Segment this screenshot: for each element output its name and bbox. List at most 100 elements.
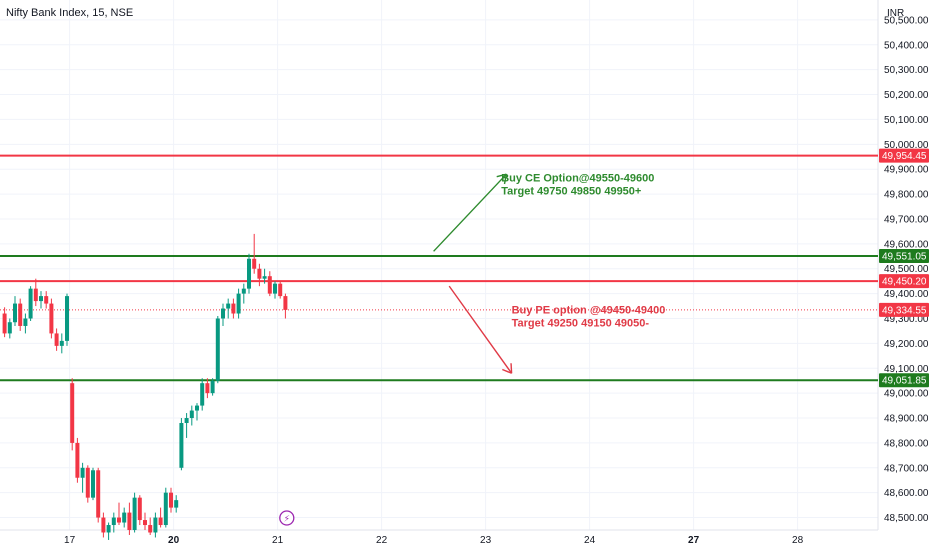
- candle-body[interactable]: [210, 380, 215, 394]
- price-level-label: 49,954.45: [882, 151, 927, 162]
- candle-body[interactable]: [122, 512, 127, 523]
- candle-body[interactable]: [158, 517, 163, 526]
- candle-body[interactable]: [262, 276, 267, 279]
- candle-body[interactable]: [54, 333, 59, 346]
- price-tick-label: 50,200.00: [884, 90, 929, 101]
- candle-body[interactable]: [195, 405, 199, 411]
- time-tick-label: 24: [584, 535, 596, 546]
- arrow-head: [510, 363, 513, 374]
- currency-label[interactable]: INR: [887, 8, 905, 19]
- candle-body[interactable]: [252, 258, 257, 269]
- price-tick-label: 49,400.00: [884, 289, 929, 300]
- price-tick-label: 49,100.00: [884, 364, 929, 375]
- candle-body[interactable]: [106, 525, 111, 533]
- candle-body[interactable]: [132, 497, 137, 530]
- candle-body[interactable]: [96, 470, 101, 518]
- price-tick-label: 50,500.00: [884, 15, 929, 26]
- candle-body[interactable]: [101, 517, 106, 533]
- candle-body[interactable]: [231, 303, 236, 314]
- candle-body[interactable]: [273, 283, 277, 294]
- candle-body[interactable]: [49, 303, 54, 334]
- arrow-head: [496, 173, 507, 178]
- price-tick-label: 49,500.00: [884, 264, 929, 275]
- candle-body[interactable]: [236, 293, 241, 314]
- price-tick-label: 48,800.00: [884, 438, 929, 449]
- trend-arrow[interactable]: [448, 285, 513, 374]
- candle-body[interactable]: [148, 525, 153, 533]
- candle-body[interactable]: [257, 268, 262, 279]
- price-tick-label: 49,900.00: [884, 165, 929, 176]
- candle-body[interactable]: [70, 383, 75, 443]
- price-tick-label: 49,300.00: [884, 314, 929, 325]
- price-tick-label: 48,500.00: [884, 513, 929, 524]
- price-level-tag: [879, 302, 929, 317]
- candle-body[interactable]: [267, 276, 272, 294]
- price-tick-label: 49,600.00: [884, 239, 929, 250]
- candle-body[interactable]: [59, 340, 64, 346]
- candle-body[interactable]: [221, 308, 225, 319]
- time-tick-label: 27: [688, 535, 700, 546]
- candle-body[interactable]: [143, 520, 147, 526]
- symbol-title[interactable]: Nifty Bank Index, 15, NSE: [6, 7, 134, 19]
- candle-body[interactable]: [179, 423, 184, 468]
- trend-arrow[interactable]: [433, 173, 507, 252]
- price-level-tag: [879, 148, 929, 163]
- candle-body[interactable]: [127, 512, 132, 530]
- price-tick-label: 49,000.00: [884, 389, 929, 400]
- candle-body[interactable]: [117, 517, 121, 523]
- time-tick-label: 23: [480, 535, 492, 546]
- candle-body[interactable]: [28, 288, 33, 319]
- candle-body[interactable]: [2, 313, 7, 334]
- candle-body[interactable]: [205, 383, 210, 394]
- candle-body[interactable]: [226, 303, 231, 309]
- candle-body[interactable]: [44, 296, 49, 304]
- price-tick-label: 48,700.00: [884, 463, 929, 474]
- candle-body[interactable]: [80, 467, 85, 478]
- price-tick-label: 49,800.00: [884, 190, 929, 201]
- candle-body[interactable]: [65, 296, 69, 341]
- arrow-head: [502, 368, 512, 374]
- candle-body[interactable]: [13, 303, 17, 323]
- candle-body[interactable]: [7, 322, 12, 334]
- candle-body[interactable]: [174, 500, 179, 508]
- time-tick-label: 22: [376, 535, 388, 546]
- candle-body[interactable]: [215, 318, 220, 381]
- time-tick-label: 21: [272, 535, 284, 546]
- time-tick-label: 28: [792, 535, 804, 546]
- candle-body[interactable]: [169, 492, 173, 508]
- candle-body[interactable]: [247, 258, 251, 289]
- price-level-tag: [879, 373, 929, 388]
- candle-body[interactable]: [283, 296, 288, 310]
- arrow-head: [503, 174, 508, 185]
- candle-body[interactable]: [137, 497, 142, 521]
- price-tick-label: 48,900.00: [884, 414, 929, 425]
- candle-body[interactable]: [278, 283, 283, 297]
- candle-body[interactable]: [111, 517, 116, 526]
- candle-body[interactable]: [153, 517, 158, 533]
- price-tick-label: 49,700.00: [884, 214, 929, 225]
- candle-body[interactable]: [241, 288, 246, 294]
- annotation-text[interactable]: Target 49750 49850 49950+: [501, 186, 641, 198]
- annotation-text[interactable]: Buy PE option @49450-49400: [512, 305, 666, 317]
- candle-body[interactable]: [200, 383, 205, 406]
- event-marker-icon[interactable]: [279, 510, 295, 526]
- price-level-label: 49,450.20: [882, 277, 927, 288]
- candle-body[interactable]: [163, 492, 168, 526]
- annotation-text[interactable]: Target 49250 49150 49050-: [512, 318, 650, 330]
- annotation-text[interactable]: Buy CE Option@49550-49600: [501, 173, 654, 185]
- candle-body[interactable]: [91, 470, 95, 498]
- candle-body[interactable]: [23, 318, 28, 326]
- candle-body[interactable]: [184, 418, 189, 424]
- candle-body[interactable]: [85, 467, 90, 498]
- price-level-label: 49,051.85: [882, 376, 927, 387]
- price-level-tag: [879, 249, 929, 264]
- candle-body[interactable]: [33, 288, 38, 302]
- event-marker-glyph: ⚡: [284, 515, 290, 525]
- candle-body[interactable]: [39, 296, 43, 302]
- candle-body[interactable]: [189, 410, 194, 419]
- candle-body[interactable]: [75, 442, 80, 478]
- price-tick-label: 50,000.00: [884, 140, 929, 151]
- price-tick-label: 49,200.00: [884, 339, 929, 350]
- candle-body[interactable]: [18, 303, 23, 326]
